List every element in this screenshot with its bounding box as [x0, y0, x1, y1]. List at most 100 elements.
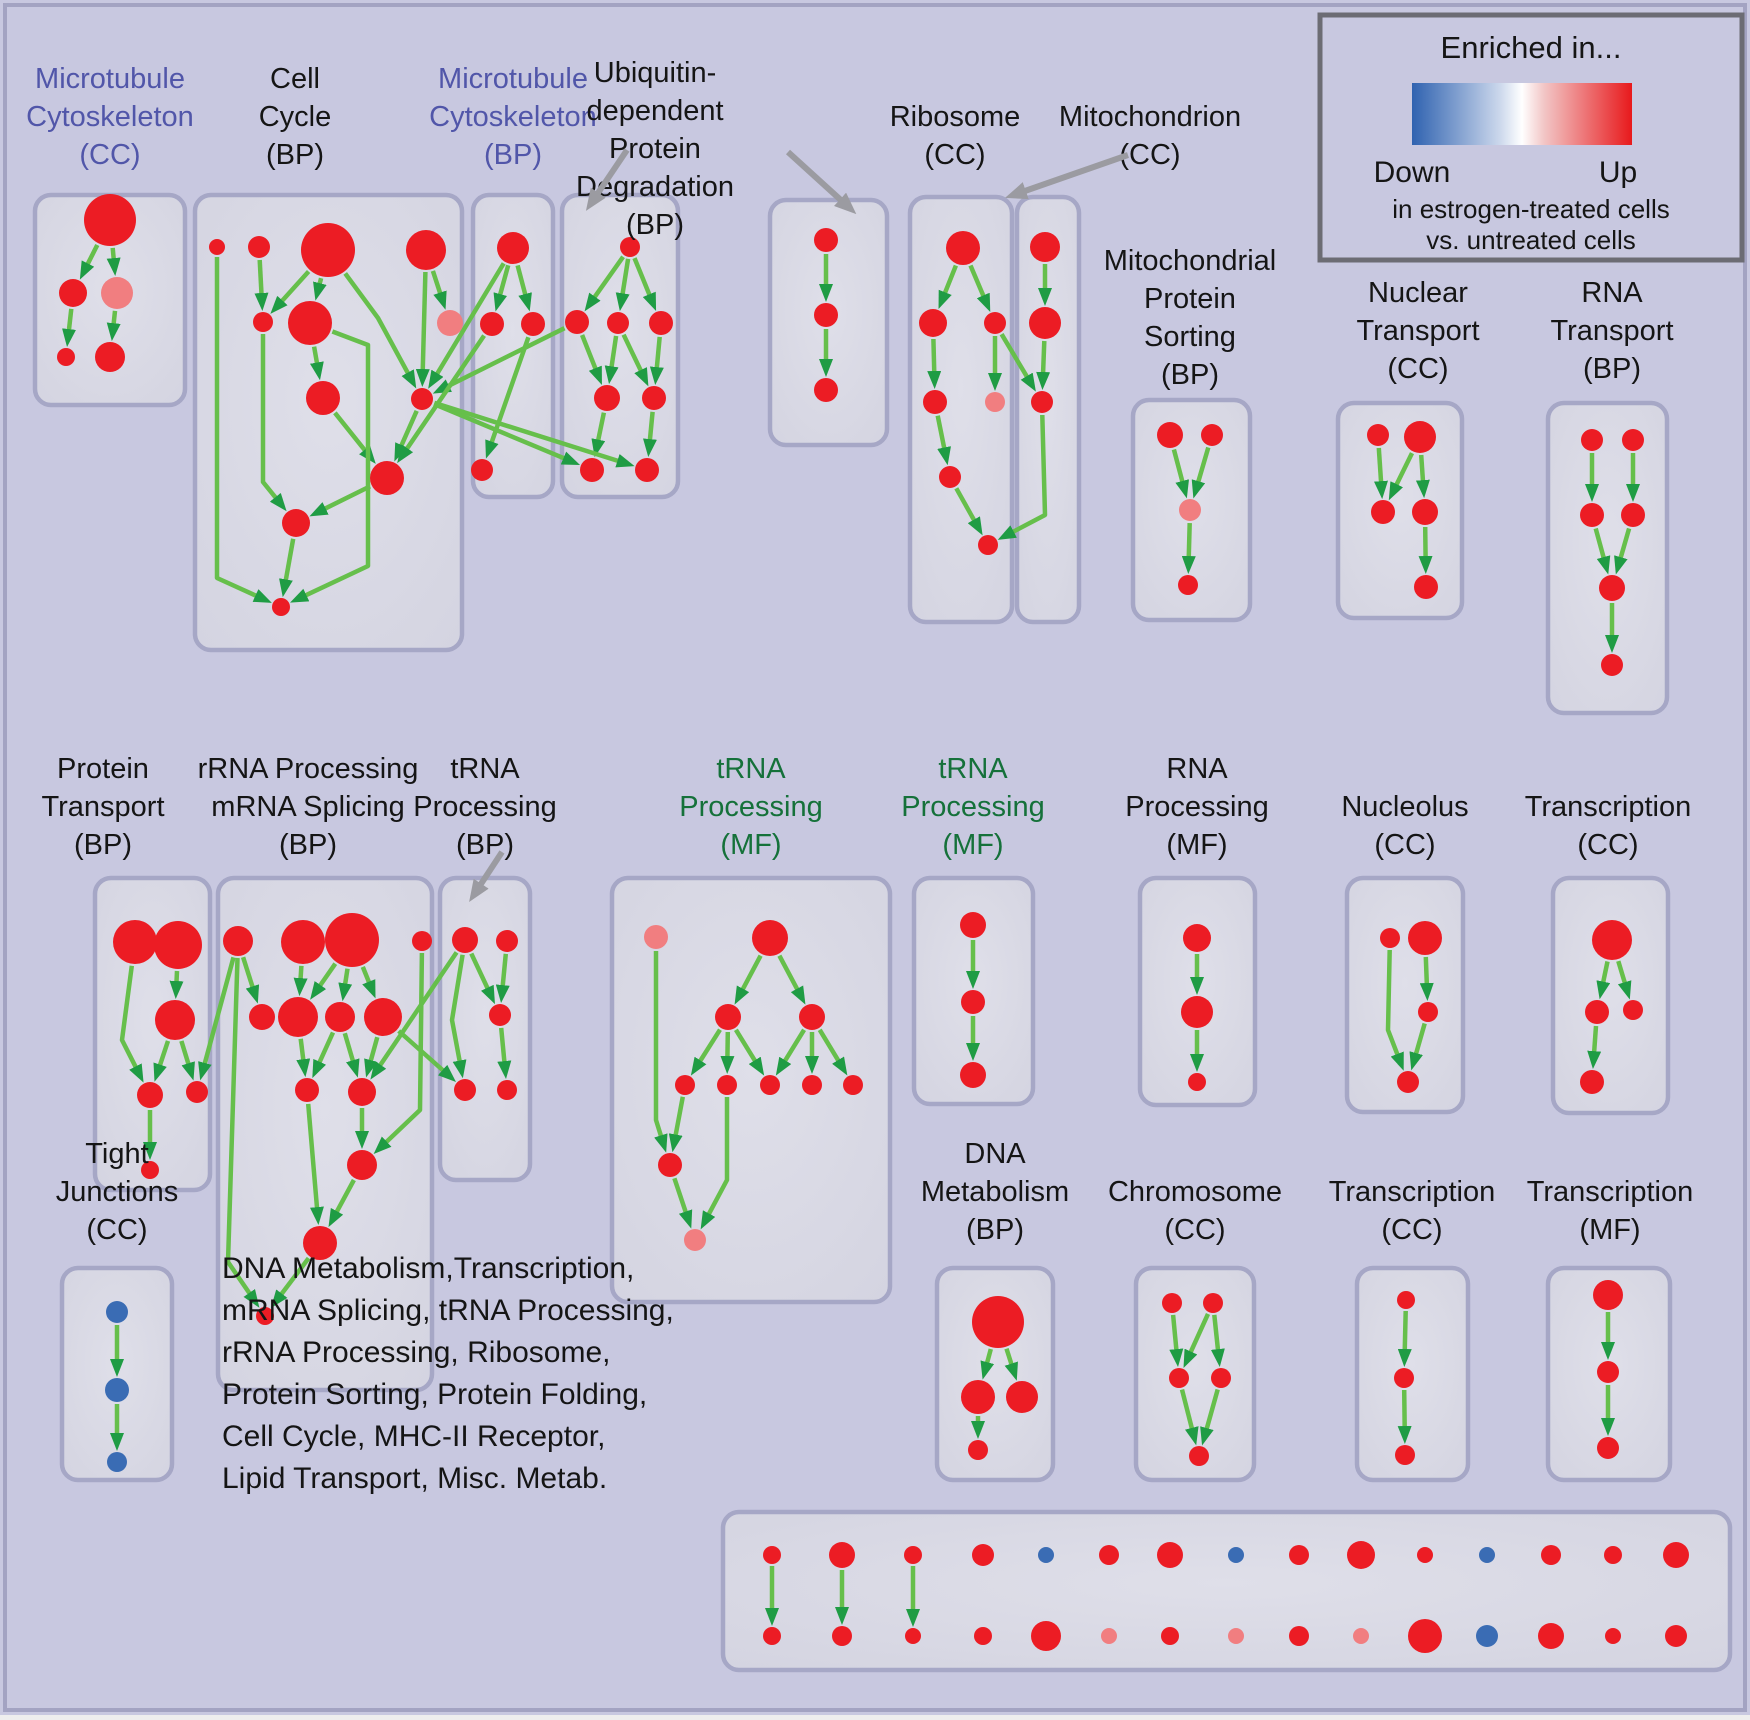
- go-term-node-transcription-mf-0: [1593, 1280, 1623, 1310]
- go-term-node-rrna-processing-mrna-splicing-bp-6: [325, 1002, 355, 1032]
- go-term-node-mitochondrial-protein-sorting-bp-0: [1157, 422, 1183, 448]
- go-term-node-ubiquitin-degradation-right-1: [814, 303, 838, 327]
- cluster-label-line: (CC): [79, 139, 140, 171]
- cluster-label-line: Protein: [1144, 283, 1236, 315]
- go-term-node-chromosome-cc-0: [1162, 1293, 1182, 1313]
- go-term-node-tight-junctions-cc-2: [107, 1452, 127, 1472]
- go-term-node-ubiquitin-degradation-right-0: [814, 228, 838, 252]
- go-term-node-misc-clusters-strip-14: [1663, 1542, 1689, 1568]
- edge-rrna-processing-mrna-splicing-bp-2-6: [345, 969, 348, 987]
- go-term-node-cell-cycle-bp-6: [437, 310, 463, 336]
- go-term-node-chromosome-cc-3: [1211, 1368, 1231, 1388]
- cluster-label-line: Mitochondrion: [1059, 101, 1241, 133]
- cluster-label-line: Sorting: [1144, 321, 1236, 353]
- go-term-node-misc-clusters-strip-1: [829, 1542, 855, 1568]
- go-term-node-rrna-processing-mrna-splicing-bp-5: [278, 997, 318, 1037]
- edge-ubiquitin-degradation-left-5-7: [650, 412, 653, 442]
- cluster-label-line: (BP): [626, 209, 684, 241]
- go-term-node-misc-clusters-strip-6: [1157, 1542, 1183, 1568]
- edge-cell-cycle-bp-2-5: [319, 278, 321, 286]
- go-term-node-chromosome-cc-1: [1203, 1293, 1223, 1313]
- go-term-node-protein-transport-bp-1: [154, 921, 202, 969]
- go-term-node-misc-clusters-strip-25: [1408, 1619, 1442, 1653]
- go-term-node-misc-clusters-strip-18: [974, 1627, 992, 1645]
- legend-subtitle-1: in estrogen-treated cells: [1392, 194, 1669, 224]
- go-term-node-tight-junctions-cc-0: [106, 1301, 128, 1323]
- cluster-label-line: Tight: [85, 1138, 148, 1170]
- go-term-node-rrna-processing-mrna-splicing-bp-9: [348, 1078, 376, 1106]
- cluster-label-line: (MF): [1579, 1214, 1640, 1246]
- go-term-node-nucleolus-cc-1: [1408, 921, 1442, 955]
- edge-microtubule-cytoskeleton-cc-1-3: [69, 309, 72, 332]
- cluster-label-line: Processing: [901, 791, 1044, 823]
- go-term-node-ubiquitin-degradation-left-6: [580, 458, 604, 482]
- misc-note-line: Protein Sorting, Protein Folding,: [222, 1378, 647, 1411]
- cluster-label-line: Nuclear: [1368, 277, 1468, 309]
- go-term-node-trna-processing-mf-large-5: [717, 1075, 737, 1095]
- go-term-node-protein-transport-bp-2: [155, 1000, 195, 1040]
- go-term-node-nuclear-transport-cc-3: [1412, 499, 1438, 525]
- go-term-node-tight-junctions-cc-1: [105, 1378, 129, 1402]
- go-term-node-misc-clusters-strip-19: [1031, 1621, 1061, 1651]
- cluster-label-line: (BP): [1161, 359, 1219, 391]
- go-term-node-misc-clusters-strip-23: [1289, 1626, 1309, 1646]
- legend-subtitle-2: vs. untreated cells: [1426, 225, 1636, 255]
- cluster-label-line: (MF): [720, 829, 781, 861]
- go-term-node-ribosome-cc-4: [985, 392, 1005, 412]
- cluster-label-line: (BP): [266, 139, 324, 171]
- go-term-node-rrna-processing-mrna-splicing-bp-4: [249, 1004, 275, 1030]
- go-term-node-cell-cycle-bp-3: [406, 230, 446, 270]
- cluster-box-tight-junctions-cc: [62, 1268, 172, 1480]
- go-term-node-misc-clusters-strip-21: [1161, 1627, 1179, 1645]
- edge-cell-cycle-bp-3-8: [423, 272, 426, 372]
- edge-microtubule-cytoskeleton-cc-0-2: [113, 248, 114, 261]
- edge-nuclear-transport-cc-1-3: [1421, 455, 1423, 483]
- cluster-label-line: Transcription: [1527, 1176, 1694, 1208]
- cluster-label-line: (CC): [1381, 1214, 1442, 1246]
- go-term-node-cell-cycle-bp-9: [370, 461, 404, 495]
- go-term-node-cell-cycle-bp-0: [209, 239, 225, 255]
- cluster-label-line: tRNA: [450, 753, 520, 785]
- legend-gradient-bar: [1412, 83, 1632, 145]
- go-term-node-misc-clusters-strip-3: [972, 1544, 994, 1566]
- cluster-label-line: (CC): [1164, 1214, 1225, 1246]
- cluster-label-line: (BP): [966, 1214, 1024, 1246]
- go-term-node-transcription-cc-bottom-0: [1397, 1291, 1415, 1309]
- misc-note-line: Lipid Transport, Misc. Metab.: [222, 1462, 607, 1495]
- cluster-label-line: (BP): [456, 829, 514, 861]
- misc-note-line: mRNA Splicing, tRNA Processing,: [222, 1294, 674, 1327]
- go-term-node-microtubule-cytoskeleton-cc-0: [84, 194, 136, 246]
- go-term-node-rna-processing-mf-2: [1188, 1073, 1206, 1091]
- go-term-node-misc-clusters-strip-27: [1538, 1623, 1564, 1649]
- go-term-node-microtubule-cytoskeleton-cc-2: [101, 277, 133, 309]
- go-term-node-trna-processing-mf-large-0: [644, 925, 668, 949]
- cluster-label-line: DNA: [964, 1138, 1026, 1170]
- go-term-node-trna-processing-mf-small-1: [961, 990, 985, 1014]
- cluster-label-line: (BP): [74, 829, 132, 861]
- go-term-node-ribosome-cc-0: [946, 231, 980, 265]
- go-term-node-ribosome-cc-2: [984, 312, 1006, 334]
- go-term-node-ubiquitin-degradation-left-1: [565, 310, 589, 334]
- go-term-node-misc-clusters-strip-11: [1479, 1547, 1495, 1563]
- go-term-node-misc-clusters-strip-10: [1417, 1547, 1433, 1563]
- go-term-node-transcription-cc-mid-3: [1580, 1070, 1604, 1094]
- edge-ribosome-cc-1-3: [933, 339, 934, 374]
- edge-mitochondrial-protein-sorting-bp-2-3: [1189, 523, 1190, 559]
- go-term-node-cell-cycle-bp-4: [253, 312, 273, 332]
- go-term-node-misc-clusters-strip-15: [763, 1627, 781, 1645]
- cluster-label-line: Transport: [1550, 315, 1673, 347]
- cluster-label-line: Cytoskeleton: [429, 101, 597, 133]
- cluster-box-rna-processing-mf: [1140, 878, 1255, 1105]
- go-term-node-trna-processing-mf-large-2: [715, 1004, 741, 1030]
- go-term-node-transcription-cc-bottom-2: [1395, 1445, 1415, 1465]
- go-term-node-misc-clusters-strip-7: [1228, 1547, 1244, 1563]
- go-term-node-trna-processing-mf-small-0: [960, 912, 986, 938]
- go-term-node-dna-metabolism-bp-3: [968, 1440, 988, 1460]
- cluster-box-transcription-cc-mid: [1553, 878, 1668, 1113]
- legend-up-label: Up: [1599, 156, 1637, 189]
- go-term-node-misc-clusters-strip-17: [905, 1628, 921, 1644]
- go-term-node-rna-processing-mf-1: [1181, 996, 1213, 1028]
- cluster-label-line: RNA: [1166, 753, 1228, 785]
- go-term-node-trna-processing-bp-4: [497, 1080, 517, 1100]
